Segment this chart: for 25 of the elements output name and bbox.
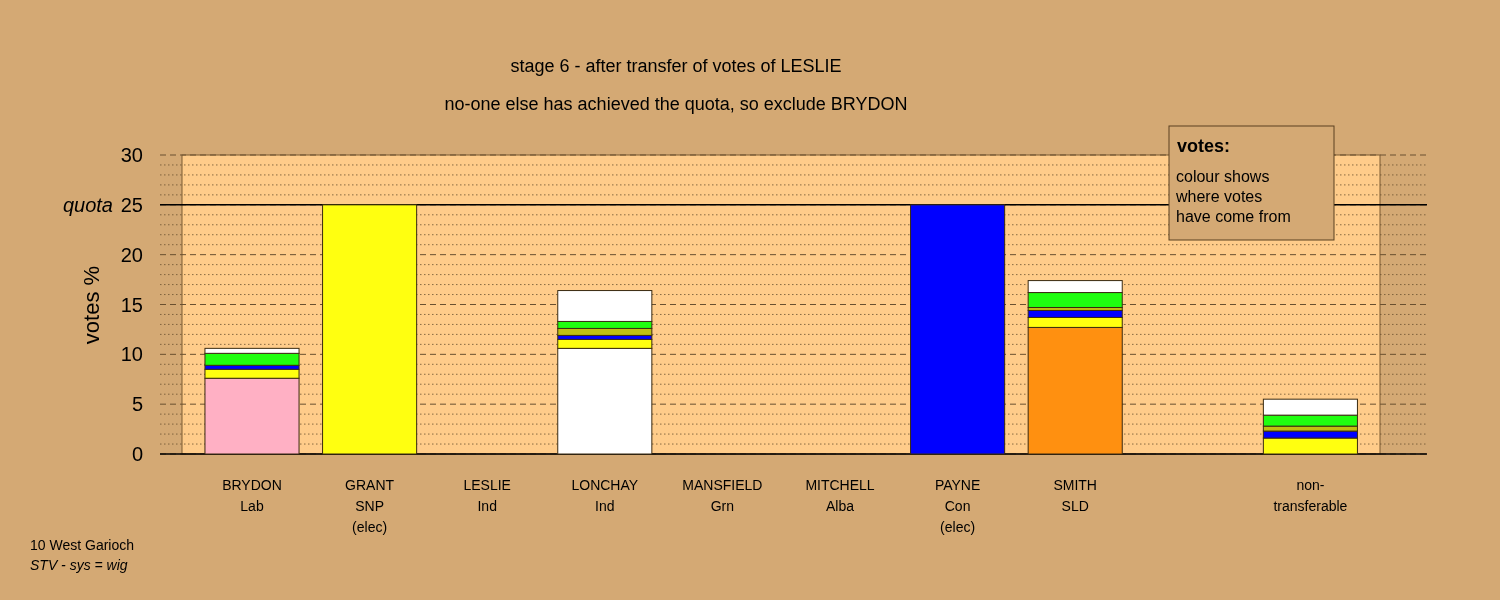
chart-title: stage 6 - after transfer of votes of LESLIE — [510, 56, 842, 76]
x-tick-label: LESLIE Ind — [463, 477, 511, 514]
x-tick-label: GRANT SNP (elec) — [345, 477, 395, 535]
text: STV - sys = wig — [30, 557, 128, 573]
y-tick-label: 15 — [120, 293, 143, 316]
chart-subtitle: no-one else has achieved the quota, so exclude BRYDON — [444, 94, 908, 114]
bar — [204, 352, 300, 366]
annotation: colour shows where votes have come from — [1175, 168, 1291, 225]
ref-line-label: quota — [62, 193, 113, 216]
y-tick-label: 5 — [131, 393, 143, 416]
text: 10 West Garioch — [30, 537, 135, 553]
x-tick-label: MANSFIELD Grn — [682, 477, 763, 514]
x-tick-label: non- transferable — [1273, 477, 1348, 514]
y-tick-label: 30 — [120, 144, 143, 166]
y-tick-label: 20 — [120, 243, 143, 266]
annotation: votes: — [1177, 136, 1231, 156]
y-axis-title: votes % — [79, 265, 104, 345]
x-tick-label: MITCHELL Alba — [805, 477, 875, 514]
y-tick-label: 0 — [131, 443, 143, 465]
x-tick-label: LONCHAY Ind — [571, 477, 639, 514]
y-tick-label: 10 — [120, 343, 143, 366]
x-tick-label: BRYDON Lab — [222, 477, 282, 514]
x-tick-label: PAYNE Con (elec) — [934, 477, 981, 535]
y-tick-label: 25 — [120, 193, 143, 216]
x-tick-label: SMITH SLD — [1053, 477, 1097, 514]
